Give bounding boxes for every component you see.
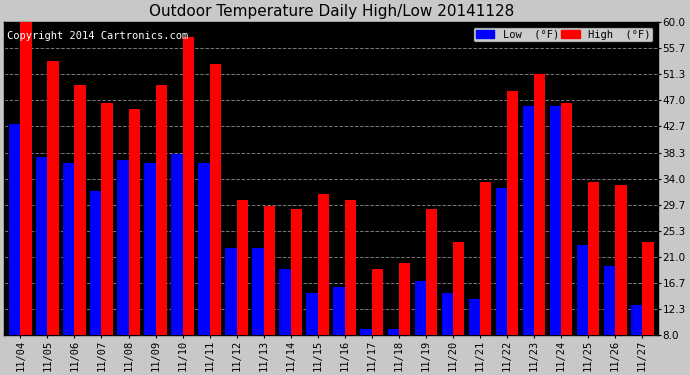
Bar <box>226 248 237 335</box>
Bar <box>21 22 32 335</box>
Bar <box>631 305 642 335</box>
Bar <box>480 182 491 335</box>
Bar <box>264 206 275 335</box>
Bar <box>117 160 128 335</box>
Bar <box>415 281 426 335</box>
Bar <box>534 74 545 335</box>
Bar <box>253 248 264 335</box>
Bar <box>9 124 21 335</box>
Bar <box>442 293 453 335</box>
Bar <box>495 188 507 335</box>
Text: Copyright 2014 Cartronics.com: Copyright 2014 Cartronics.com <box>8 31 188 41</box>
Bar <box>144 164 155 335</box>
Bar <box>290 209 302 335</box>
Bar <box>550 106 561 335</box>
Bar <box>469 299 480 335</box>
Bar <box>48 61 59 335</box>
Bar <box>128 109 140 335</box>
Bar <box>183 37 194 335</box>
Bar <box>604 266 615 335</box>
Legend: Low  (°F), High  (°F): Low (°F), High (°F) <box>473 27 653 42</box>
Bar <box>399 263 411 335</box>
Bar <box>577 245 588 335</box>
Bar <box>388 329 399 335</box>
Bar <box>345 200 356 335</box>
Bar <box>171 154 183 335</box>
Bar <box>561 103 573 335</box>
Bar <box>210 64 221 335</box>
Bar <box>360 329 372 335</box>
Bar <box>237 200 248 335</box>
Bar <box>36 158 48 335</box>
Bar <box>155 85 167 335</box>
Bar <box>198 164 210 335</box>
Bar <box>101 103 113 335</box>
Bar <box>372 269 383 335</box>
Bar <box>90 190 101 335</box>
Bar <box>333 287 345 335</box>
Bar <box>75 85 86 335</box>
Bar <box>279 269 290 335</box>
Bar <box>306 293 318 335</box>
Bar <box>523 106 534 335</box>
Bar <box>318 194 329 335</box>
Bar <box>507 91 518 335</box>
Bar <box>642 242 653 335</box>
Bar <box>588 182 600 335</box>
Bar <box>615 184 627 335</box>
Title: Outdoor Temperature Daily High/Low 20141128: Outdoor Temperature Daily High/Low 20141… <box>148 4 514 19</box>
Bar <box>453 242 464 335</box>
Bar <box>63 164 75 335</box>
Bar <box>426 209 437 335</box>
